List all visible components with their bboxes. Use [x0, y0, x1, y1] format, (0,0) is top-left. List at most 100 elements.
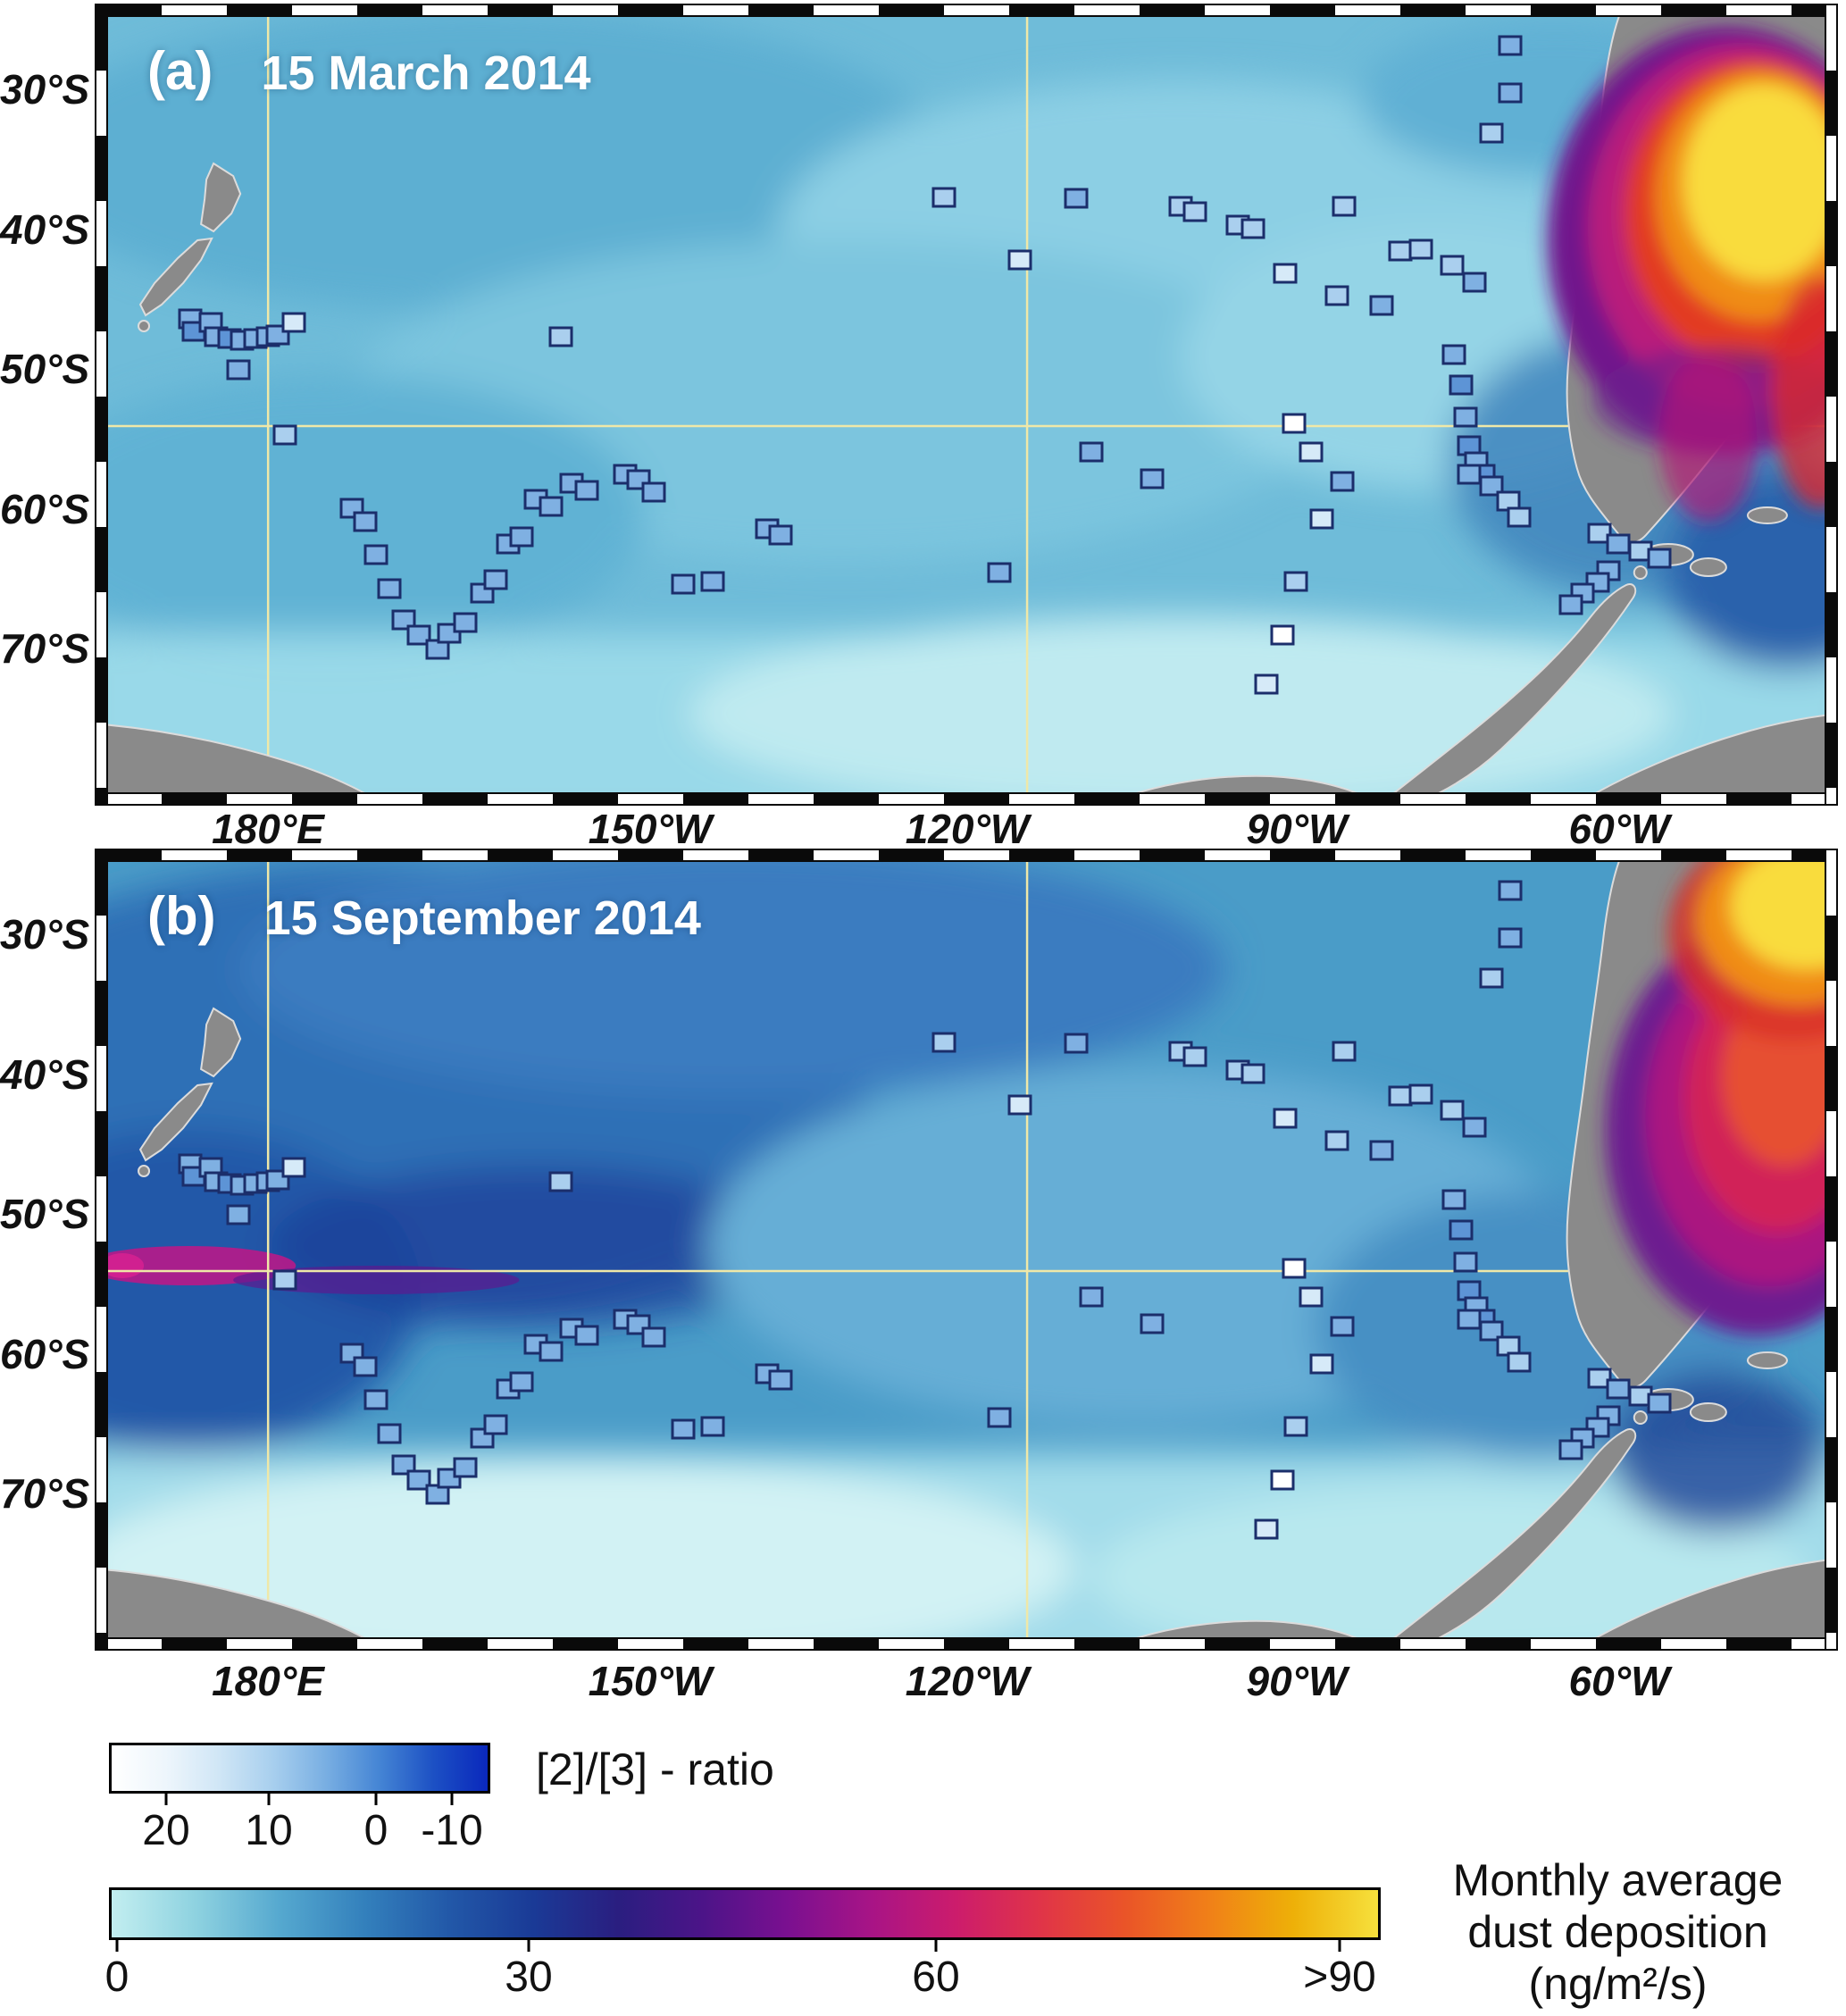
station-marker — [1408, 238, 1433, 260]
station-marker — [1140, 1313, 1165, 1334]
station-marker — [1449, 374, 1474, 396]
lat-tick-a-40s: 40°S — [0, 206, 90, 253]
station-marker — [1332, 1041, 1357, 1062]
station-marker — [1283, 1416, 1308, 1437]
station-marker — [1079, 441, 1104, 463]
station-marker — [1647, 1393, 1672, 1414]
station-marker — [1282, 413, 1307, 434]
station-marker — [539, 1341, 564, 1362]
station-marker — [1182, 1046, 1207, 1067]
station-marker — [1479, 122, 1504, 144]
station-marker — [483, 1414, 508, 1435]
station-marker — [406, 1469, 431, 1491]
map-panel-b: (b) 15 September 2014 — [95, 849, 1838, 1651]
station-marker — [987, 1407, 1012, 1428]
station-marker — [272, 1269, 297, 1291]
ratio-tick-10 — [267, 1794, 271, 1805]
station-marker — [1064, 1033, 1089, 1054]
station-marker — [1254, 673, 1279, 695]
station-marker — [1606, 533, 1631, 555]
station-marker — [1507, 506, 1532, 528]
lat-tick-a-70s: 70°S — [0, 625, 90, 672]
dust-ticklabel-0: 0 — [104, 1953, 129, 2001]
dust-title-line-1: Monthly average — [1452, 1855, 1783, 1905]
lat-tick-b-40s: 40°S — [0, 1051, 90, 1098]
station-marker — [1324, 1130, 1349, 1151]
station-marker — [1507, 1351, 1532, 1373]
station-marker — [1182, 201, 1207, 222]
station-marker — [671, 1418, 696, 1440]
station-marker — [1064, 188, 1089, 209]
ratio-ticklabel-20: 20 — [142, 1807, 190, 1854]
station-marker — [1240, 218, 1265, 239]
station-marker — [1309, 1353, 1334, 1375]
station-marker — [1140, 468, 1165, 489]
lon-tick-a-150w: 150°W — [588, 806, 713, 852]
panel-b-caption: (b) 15 September 2014 — [147, 885, 701, 947]
station-marker — [931, 187, 956, 208]
station-marker — [1441, 1189, 1466, 1210]
lon-tick-b-60w: 60°W — [1568, 1658, 1670, 1704]
station-marker — [574, 1325, 599, 1346]
station-marker — [1282, 1258, 1307, 1279]
station-marker — [1273, 263, 1298, 284]
station-marker — [1440, 1100, 1465, 1121]
station-marker — [931, 1032, 956, 1053]
station-marker — [1441, 344, 1466, 365]
map-frame-left — [95, 849, 108, 1651]
map-frame-left — [95, 4, 108, 806]
station-marker — [700, 571, 725, 592]
station-marker — [1330, 471, 1355, 492]
graticule-a — [108, 17, 1825, 792]
station-marker — [1587, 523, 1612, 544]
ratio-tick-0 — [374, 1794, 378, 1805]
station-marker — [406, 624, 431, 646]
graticule-b — [108, 862, 1825, 1637]
dust-ticklabel-90: >90 — [1303, 1953, 1376, 2001]
station-marker — [1330, 1316, 1355, 1337]
dust-plume-b — [1605, 862, 1825, 1335]
station-marker — [1453, 406, 1478, 428]
station-marker — [1498, 880, 1523, 901]
station-marker — [574, 480, 599, 501]
station-marker — [1283, 571, 1308, 592]
station-marker — [377, 578, 402, 599]
station-marker — [1457, 1309, 1482, 1330]
lat-tick-b-50s: 50°S — [0, 1191, 90, 1237]
station-marker — [1453, 1251, 1478, 1273]
station-marker — [1240, 1063, 1265, 1084]
map-panel-a: (a) 15 March 2014 — [95, 4, 1838, 806]
panel-a-label: (a) — [147, 41, 213, 101]
station-marker — [1299, 441, 1324, 463]
dust-plume-a — [1547, 26, 1825, 522]
map-frame-top — [95, 849, 1838, 862]
lon-tick-b-180e: 180°E — [212, 1658, 324, 1704]
dust-tick-60 — [934, 1940, 938, 1952]
lon-tick-b-150w: 150°W — [588, 1658, 713, 1704]
station-marker — [509, 1371, 534, 1393]
dust-tick-0 — [115, 1940, 119, 1952]
map-frame-right — [1825, 4, 1838, 806]
station-marker — [281, 1157, 306, 1178]
station-marker — [1462, 272, 1487, 293]
station-marker-layer-a — [108, 17, 1825, 792]
station-marker — [363, 1389, 388, 1410]
station-marker — [453, 612, 478, 633]
map-frame-right — [1825, 849, 1838, 1651]
panel-a-date: 15 March 2014 — [261, 46, 591, 100]
lon-tick-a-60w: 60°W — [1568, 806, 1670, 852]
map-a-raster — [108, 17, 1825, 792]
map-a-canvas: (a) 15 March 2014 — [108, 17, 1825, 792]
lat-tick-a-50s: 50°S — [0, 346, 90, 392]
station-marker — [1270, 1469, 1295, 1491]
station-marker — [671, 573, 696, 595]
dust-tick-30 — [527, 1940, 530, 1952]
lon-tick-b-90w: 90°W — [1246, 1658, 1348, 1704]
map-frame-bottom — [95, 1637, 1838, 1651]
magenta-streaks-b — [108, 1246, 520, 1294]
lon-tick-a-180e: 180°E — [212, 806, 324, 852]
station-marker — [1587, 1368, 1612, 1389]
station-marker — [548, 326, 573, 347]
station-marker — [272, 424, 297, 446]
panel-a-caption: (a) 15 March 2014 — [147, 40, 591, 102]
